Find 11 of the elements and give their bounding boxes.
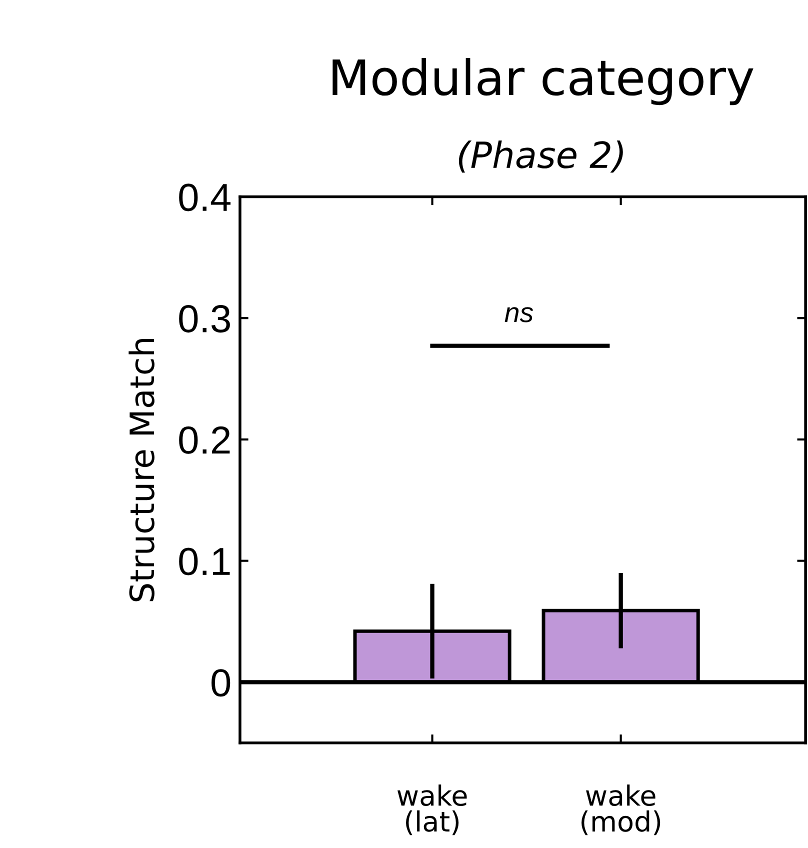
x-tick-label: wake (mod) [582,784,660,836]
x-tick-label: wake (lat) [397,784,467,836]
y-axis-title: Structure Match [128,338,154,602]
y-tick-label: 0 [212,669,230,697]
chart-subtitle: (Phase 2) [458,140,623,173]
y-tick-label: 0.4 [179,184,231,212]
y-tick-label: 0.2 [179,426,230,454]
y-tick-label: 0.1 [179,548,230,576]
chart-title: Modular category [332,58,754,106]
annotation: ns [504,307,534,322]
y-tick-label: 0.3 [179,305,230,333]
